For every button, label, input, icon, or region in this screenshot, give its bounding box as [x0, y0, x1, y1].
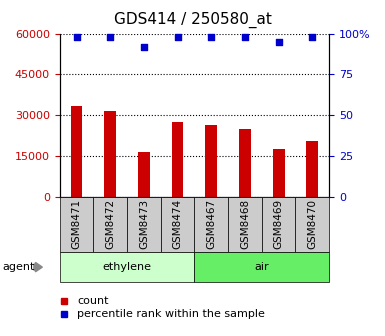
Text: count: count: [77, 296, 109, 306]
Point: [242, 34, 248, 40]
Bar: [172, 122, 184, 197]
Text: GSM8473: GSM8473: [139, 199, 149, 249]
Point: [174, 34, 181, 40]
Bar: [138, 152, 150, 197]
Bar: [205, 125, 217, 197]
Point: [309, 34, 315, 40]
Text: ethylene: ethylene: [102, 262, 152, 272]
Bar: [70, 106, 82, 197]
Text: GSM8472: GSM8472: [105, 199, 115, 249]
Bar: [239, 129, 251, 197]
Text: GSM8470: GSM8470: [307, 199, 317, 249]
Text: GSM8467: GSM8467: [206, 199, 216, 249]
Point: [141, 44, 147, 49]
Text: GDS414 / 250580_at: GDS414 / 250580_at: [114, 12, 271, 28]
Text: GSM8468: GSM8468: [240, 199, 250, 249]
Bar: [306, 141, 318, 197]
Bar: [273, 149, 285, 197]
Text: GSM8469: GSM8469: [274, 199, 284, 249]
Point: [208, 34, 214, 40]
Point: [107, 34, 113, 40]
Bar: [104, 111, 116, 197]
Text: GSM8471: GSM8471: [72, 199, 82, 249]
Text: GSM8474: GSM8474: [172, 199, 182, 249]
Point: [74, 34, 80, 40]
Text: agent: agent: [2, 262, 34, 272]
Text: percentile rank within the sample: percentile rank within the sample: [77, 309, 265, 319]
Text: air: air: [254, 262, 269, 272]
Point: [276, 39, 282, 44]
